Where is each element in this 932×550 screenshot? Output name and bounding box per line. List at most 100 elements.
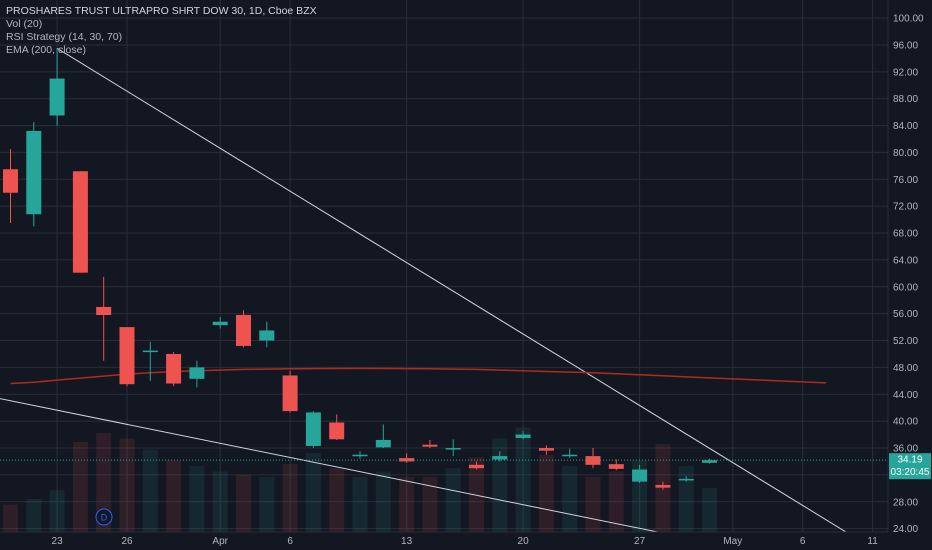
volume-bar	[212, 471, 228, 532]
volume-bars	[3, 427, 717, 532]
price-tick-label: 28.00	[893, 497, 918, 508]
trendline	[0, 398, 668, 535]
daily-badge-letter: D	[101, 513, 108, 523]
price-tick-label: 92.00	[893, 67, 918, 78]
last-price-label-box	[889, 453, 931, 480]
volume-bar	[26, 499, 42, 532]
candle-body	[329, 422, 345, 440]
time-tick-label: 27	[634, 536, 646, 547]
time-tick-label: 6	[800, 536, 806, 547]
rsi-strategy-label[interactable]: RSI Strategy (14, 30, 70)	[6, 31, 123, 43]
price-tick-label: 48.00	[893, 363, 918, 374]
candle-body	[585, 456, 601, 465]
volume-bar	[469, 457, 484, 532]
volume-indicator-label[interactable]: Vol (20)	[6, 18, 43, 30]
price-tick-label: 72.00	[893, 202, 918, 213]
bar-countdown: 03:20:45	[891, 467, 930, 478]
price-tick-label: 64.00	[893, 255, 918, 266]
time-tick-label: 20	[518, 536, 530, 547]
candle-body	[352, 454, 368, 457]
candle-body	[142, 350, 158, 353]
time-tick-label: 13	[401, 536, 413, 547]
volume-bar	[422, 477, 438, 532]
ema-indicator-label[interactable]: EMA (200, close)	[6, 44, 86, 56]
candle-body	[49, 78, 65, 116]
ema-line	[10, 367, 827, 385]
volume-bar	[538, 455, 554, 532]
volume-bar	[72, 441, 88, 532]
volume-bar	[189, 466, 205, 532]
volume-bar	[678, 466, 694, 532]
candle-body	[492, 456, 508, 460]
price-tick-label: 40.00	[893, 417, 918, 428]
time-axis-background	[0, 532, 932, 550]
candle-body	[655, 484, 671, 488]
candle-body	[26, 130, 42, 215]
volume-bar	[375, 471, 391, 532]
candle-body	[189, 367, 205, 379]
volume-bar	[259, 477, 275, 532]
price-axis[interactable]: 24.0028.0032.0036.0040.0044.0048.0052.00…	[893, 14, 924, 536]
time-axis[interactable]: 23 26 Apr 6 13 20 27 May 6 11	[52, 536, 879, 547]
daily-badge-circle[interactable]	[95, 508, 113, 526]
last-price-value: 34.19	[897, 455, 922, 466]
volume-bar	[585, 477, 601, 532]
volume-bar	[492, 438, 508, 532]
price-tick-label: 60.00	[893, 282, 918, 293]
price-tick-label: 88.00	[893, 94, 918, 105]
volume-bar	[49, 490, 65, 532]
volume-bar	[236, 474, 251, 532]
candle-body	[608, 464, 624, 469]
candle-body	[515, 434, 531, 438]
time-tick-label: 6	[287, 536, 293, 547]
trendlines[interactable]	[0, 47, 850, 535]
volume-bar	[305, 452, 321, 532]
daily-badge[interactable]: D	[95, 508, 113, 526]
price-tick-label: 52.00	[893, 336, 918, 347]
candle-body	[166, 353, 182, 384]
volume-bar	[515, 427, 531, 532]
last-price-label: 34.19 03:20:45	[889, 453, 931, 480]
ema-200-line	[10, 367, 827, 385]
volume-bar	[702, 488, 717, 532]
volume-bar	[282, 463, 298, 532]
price-tick-label: 100.00	[893, 14, 924, 25]
candle-body	[119, 327, 135, 385]
time-tick-label: 23	[52, 536, 64, 547]
candle-body	[399, 458, 415, 462]
time-tick-label: 11	[867, 536, 878, 547]
symbol-title[interactable]: PROSHARES TRUST ULTRAPRO SHRT DOW 30, 1D…	[6, 5, 317, 17]
volume-bar	[142, 449, 158, 532]
price-tick-label: 76.00	[893, 175, 918, 186]
candle-body	[445, 448, 461, 450]
price-tick-label: 84.00	[893, 121, 918, 132]
volume-bar	[445, 468, 461, 532]
candle-body	[305, 412, 321, 447]
price-tick-label: 56.00	[893, 309, 918, 320]
candle-body	[3, 169, 18, 193]
candle-body	[236, 315, 251, 346]
price-tick-label: 44.00	[893, 390, 918, 401]
time-tick-label: 26	[121, 536, 133, 547]
volume-bar	[562, 466, 578, 532]
time-tick-label: May	[723, 536, 742, 547]
price-tick-label: 36.00	[893, 444, 918, 455]
candle-body	[259, 330, 275, 341]
trendline	[56, 47, 850, 535]
candle-body	[632, 469, 648, 482]
candle-body	[282, 375, 298, 412]
candle-body	[469, 464, 484, 469]
volume-bar	[352, 477, 368, 532]
volume-bar	[3, 504, 18, 532]
volume-bar	[329, 468, 345, 532]
volume-bar	[608, 471, 624, 532]
volume-bar	[119, 438, 135, 532]
candle-body	[702, 460, 717, 463]
chart-legend: PROSHARES TRUST ULTRAPRO SHRT DOW 30, 1D…	[6, 5, 317, 57]
time-tick-label: Apr	[212, 536, 228, 547]
candle-body	[72, 171, 88, 273]
candle-body	[212, 321, 228, 326]
candle-body	[562, 454, 578, 457]
